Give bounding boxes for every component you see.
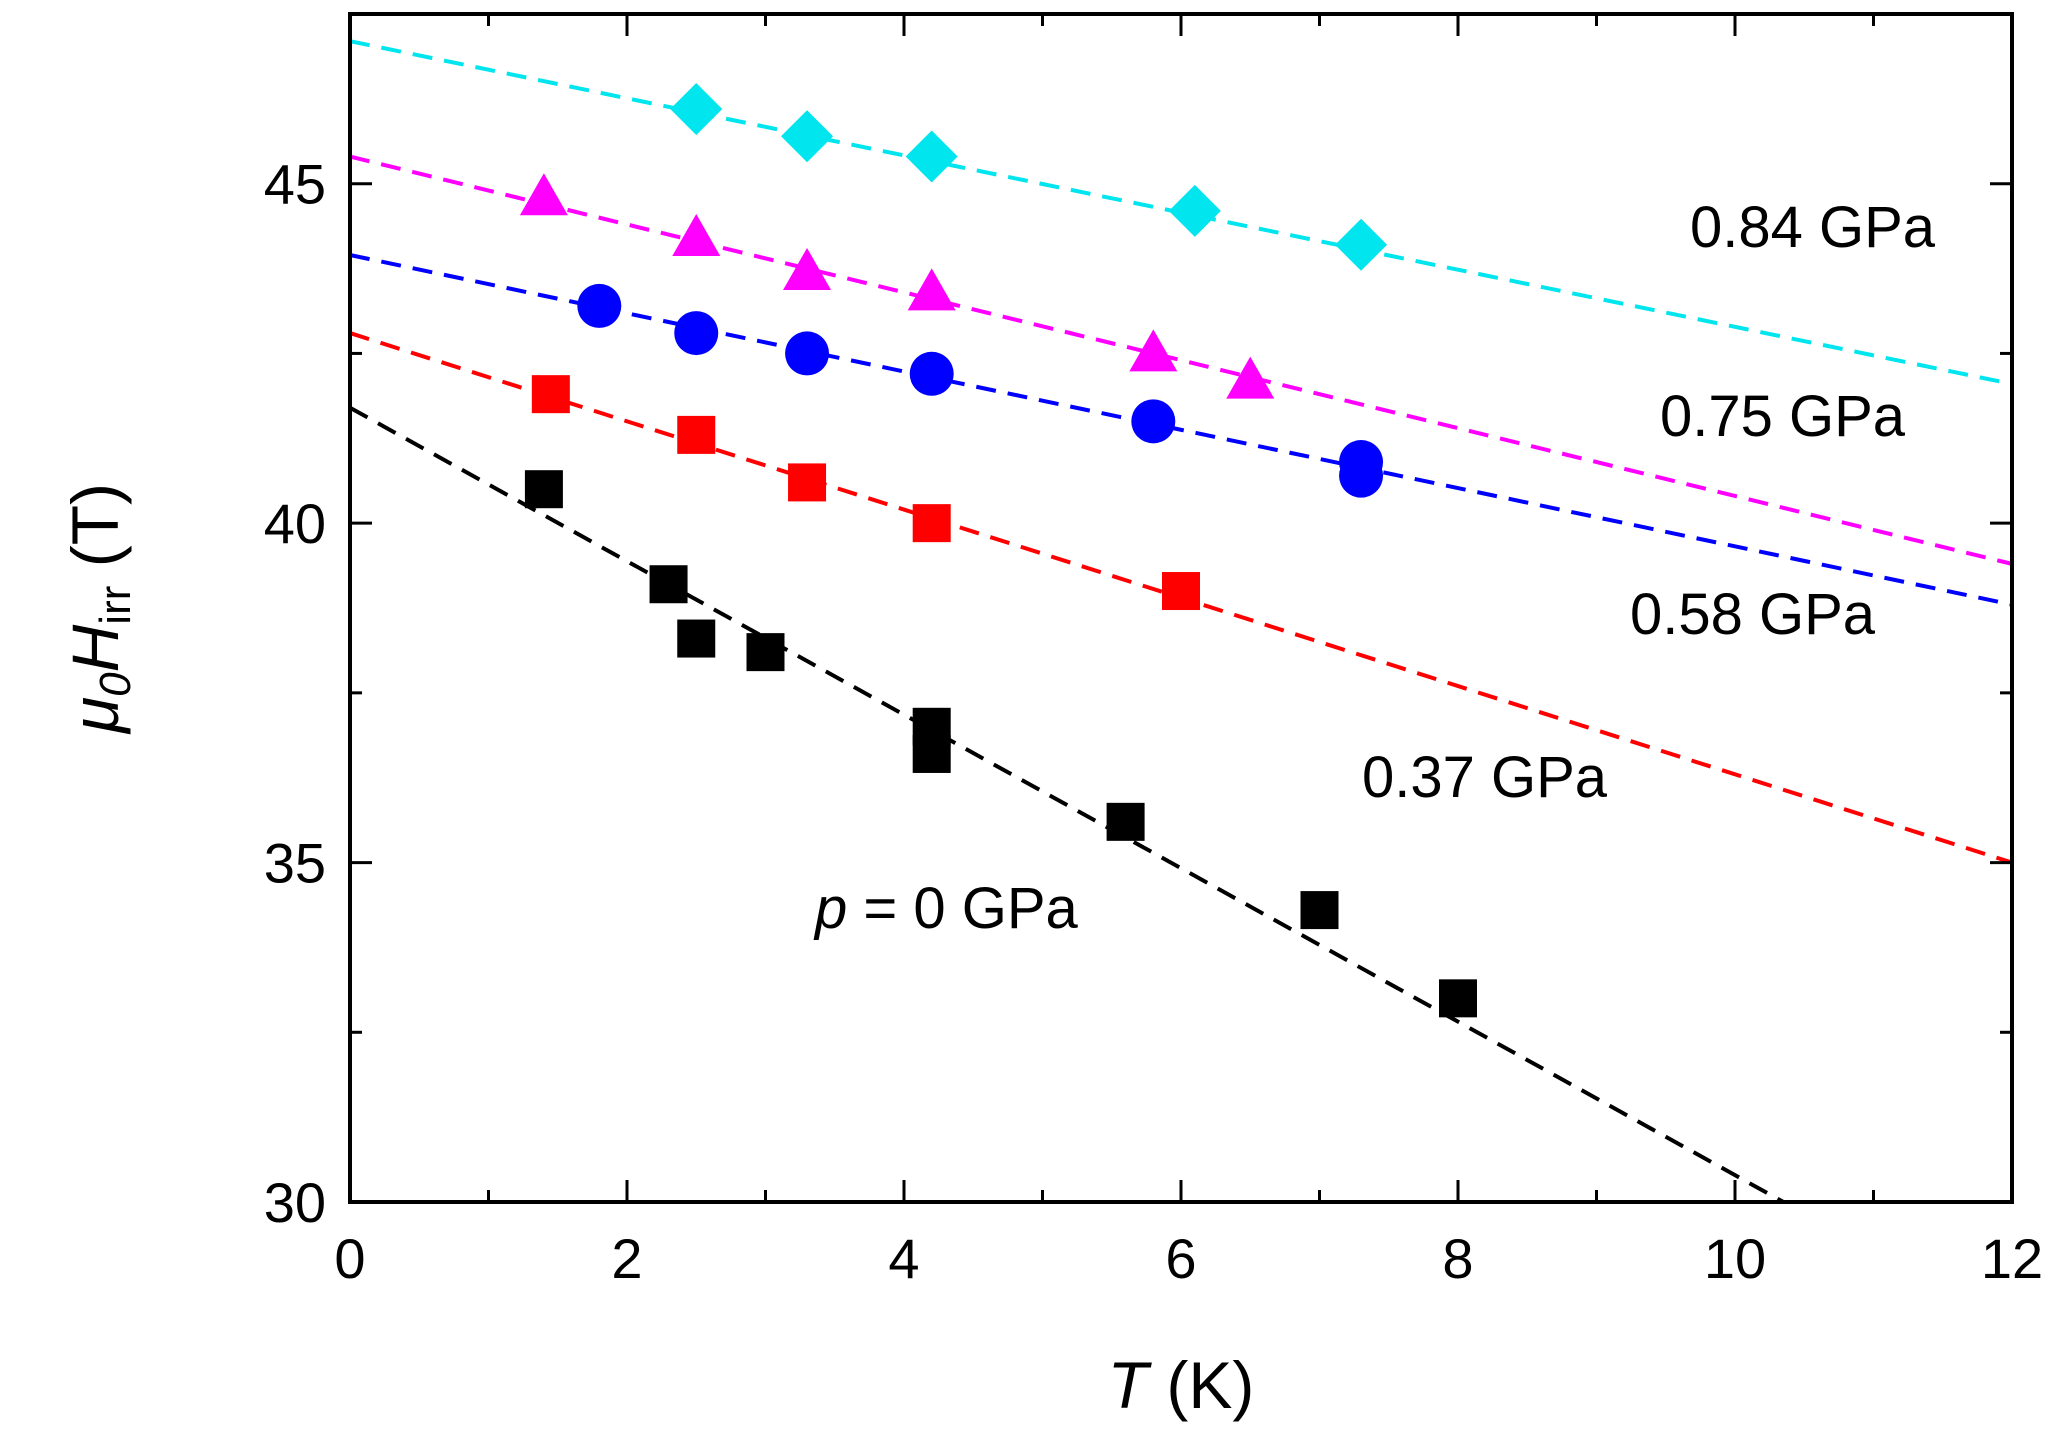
x-tick-label: 2: [611, 1227, 642, 1290]
data-point: [1168, 184, 1221, 237]
data-point: [781, 110, 834, 163]
data-point: [670, 83, 723, 136]
tick-labels: 0 2 4 6 8 10 12 30 35 40 45: [264, 153, 2043, 1290]
series-label-text: 0.75 GPa: [1660, 384, 1906, 449]
fit-line: [349, 154, 2013, 566]
data-point: [783, 247, 832, 290]
y-axis-label: μ0Hirr (T): [58, 483, 140, 735]
data-point: [577, 283, 622, 328]
data-point: [524, 470, 563, 509]
y-tick-label: 35: [264, 832, 326, 895]
series-label: 0.75 GPa: [1660, 384, 1906, 449]
data-point: [649, 565, 688, 604]
data-point: [1439, 979, 1477, 1018]
fit-line: [349, 405, 1785, 1204]
data-point: [1300, 891, 1339, 930]
data-point: [1129, 329, 1178, 372]
y-axis-unit: (T): [58, 483, 132, 586]
data-point: [677, 415, 716, 454]
series-label-text: 0.84 GPa: [1690, 195, 1936, 260]
series-label-text: = 0 GPa: [847, 876, 1078, 941]
data-point: [912, 734, 951, 773]
data-point: [1226, 356, 1275, 399]
series-label-prefix: p: [813, 876, 847, 941]
x-axis-unit: (K): [1148, 1348, 1254, 1422]
y-axis-mu: μ: [58, 697, 132, 735]
y-tick-label: 30: [264, 1171, 326, 1234]
data-point: [672, 214, 721, 257]
data-point: [531, 375, 570, 414]
series-label: 0.84 GPa: [1690, 195, 1936, 260]
series-label: 0.37 GPa: [1362, 745, 1608, 810]
axis-ticks: [348, 12, 2014, 1204]
series-label-text: 0.58 GPa: [1630, 582, 1876, 647]
y-axis-sub-zero: 0: [91, 672, 140, 697]
x-tick-label: 12: [1981, 1227, 2043, 1290]
x-axis-variable: T: [1108, 1348, 1153, 1422]
y-axis-subscript: irr: [91, 586, 140, 625]
data-point: [1335, 218, 1388, 271]
data-point: [677, 619, 716, 658]
x-tick-label: 10: [1704, 1227, 1766, 1290]
data-point: [1339, 453, 1384, 498]
data-point: [909, 351, 954, 396]
data-point: [674, 311, 719, 356]
series-labels: 0.84 GPa 0.75 GPa 0.58 GPa 0.37 GPa p = 0 GP…: [813, 195, 1936, 941]
data-point: [912, 504, 951, 543]
data-point: [1131, 399, 1176, 444]
y-tick-label: 45: [264, 153, 326, 216]
x-tick-label: 6: [1165, 1227, 1196, 1290]
data-point: [1106, 802, 1145, 841]
x-tick-label: 0: [334, 1227, 365, 1290]
data-point: [519, 173, 568, 216]
fit-line: [349, 253, 2013, 607]
series-label: 0.58 GPa: [1630, 582, 1876, 647]
data-point: [785, 331, 830, 376]
y-tick-label: 40: [264, 492, 326, 555]
data-markers: [519, 83, 1477, 1018]
y-axis-variable: H: [58, 624, 132, 672]
data-point: [1162, 572, 1200, 611]
x-tick-label: 8: [1442, 1227, 1473, 1290]
data-point: [907, 268, 956, 311]
x-tick-label: 4: [888, 1227, 919, 1290]
series-label: p = 0 GPa: [813, 876, 1079, 941]
data-point: [905, 130, 958, 183]
series-label-text: 0.37 GPa: [1362, 745, 1608, 810]
data-point: [788, 463, 827, 502]
x-axis-label: T (K): [1108, 1348, 1255, 1422]
data-point: [746, 633, 785, 672]
